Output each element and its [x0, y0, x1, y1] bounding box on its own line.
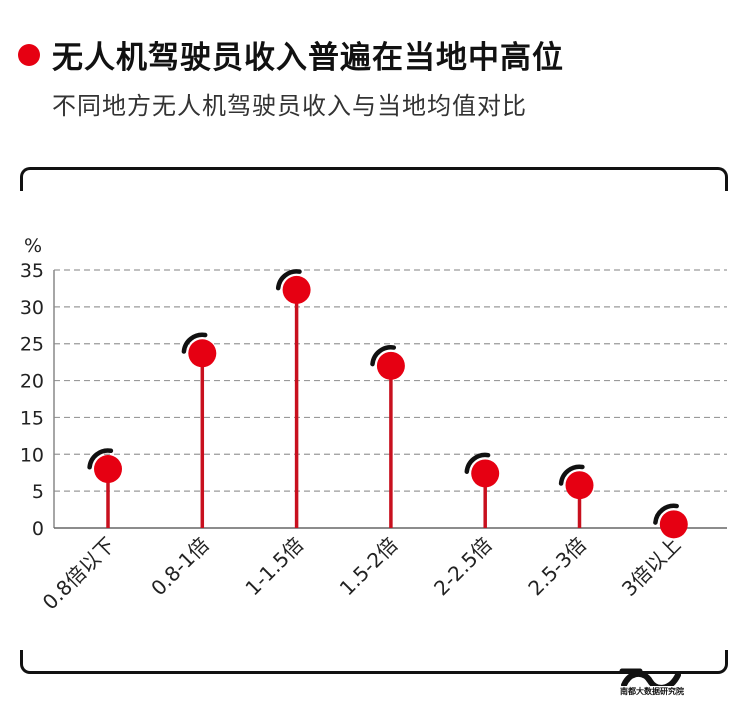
lollipop-shadow-arc	[653, 503, 679, 525]
x-tick-label: 0.8-1倍	[146, 533, 214, 601]
x-tick-label: 1-1.5倍	[240, 533, 308, 601]
lollipop-shadow-arc	[370, 345, 397, 367]
y-tick-label: 35	[20, 260, 44, 282]
lollipop-shadow-arc	[87, 448, 114, 470]
lollipop-shadow-arc	[558, 464, 585, 486]
lollipop-shadow-arc	[464, 452, 491, 474]
lollipop-dot	[94, 455, 122, 484]
x-tick-label: 2-2.5倍	[429, 533, 497, 601]
x-tick-label: 3倍以上	[617, 533, 685, 601]
lollipop-dot	[659, 510, 688, 539]
y-tick-label: 30	[20, 297, 44, 319]
brand-logo-text: 南都大数据研究院	[600, 686, 704, 697]
y-tick-label: 25	[20, 334, 44, 356]
page-title: 无人机驾驶员收入普遍在当地中高位	[52, 40, 564, 76]
x-tick-label: 1.5-2倍	[335, 533, 403, 601]
lollipop-dot	[282, 275, 311, 304]
lollipop-shadow-arc	[181, 332, 208, 354]
lollipop-dot	[471, 459, 500, 488]
y-tick-label: 0	[32, 518, 44, 540]
lollipop-dot	[565, 471, 594, 500]
y-tick-label: 5	[32, 481, 44, 503]
y-tick-label: 20	[20, 371, 44, 393]
title-bullet-icon	[18, 44, 40, 66]
lollipop-dot	[188, 339, 217, 368]
lollipop-shadow-arc	[275, 269, 302, 291]
y-axis-unit-label: %	[24, 235, 42, 257]
chart-frame-top	[20, 167, 728, 191]
y-tick-label: 15	[20, 407, 44, 429]
page-subtitle: 不同地方无人机驾驶员收入与当地均值对比	[52, 92, 527, 120]
lollipop-dot	[376, 351, 405, 380]
chart-frame-bottom	[20, 650, 728, 674]
x-tick-label: 2.5-3倍	[523, 533, 591, 601]
y-tick-label: 10	[20, 444, 44, 466]
brand-logo-icon	[619, 668, 681, 691]
x-tick-label: 0.8倍以下	[38, 533, 120, 615]
